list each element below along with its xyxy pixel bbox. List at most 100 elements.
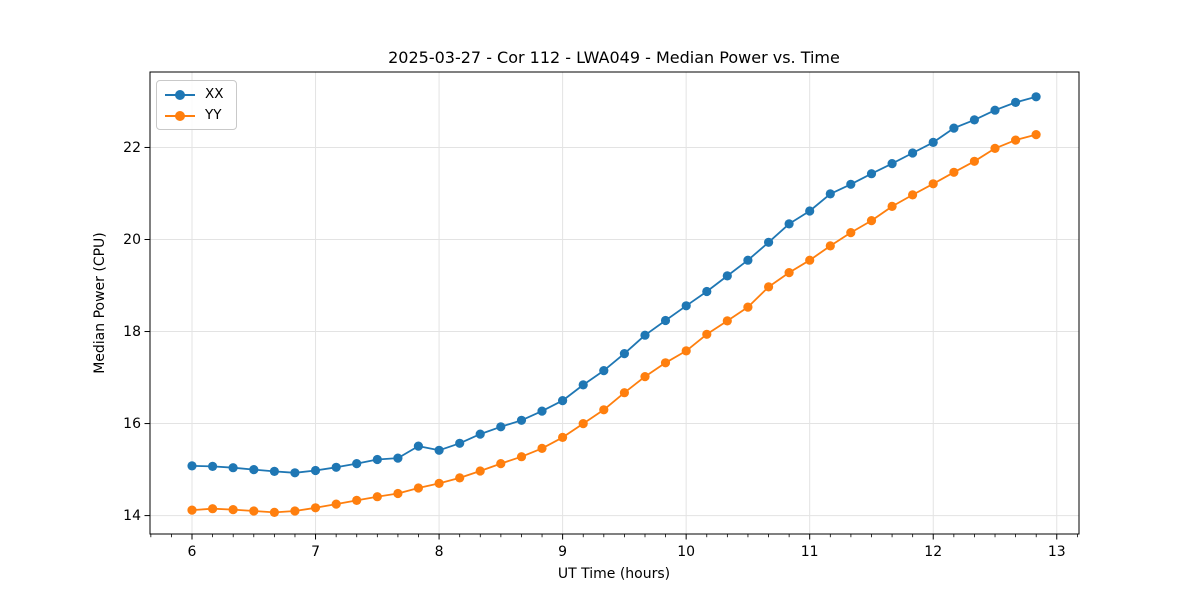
series-yy-marker	[928, 179, 938, 189]
series-xx-marker	[413, 441, 423, 451]
series-yy-marker	[455, 473, 465, 483]
legend-marker-yy	[165, 110, 195, 121]
series-yy-marker	[990, 143, 1000, 153]
series-yy-marker	[619, 388, 630, 398]
series-xx-marker	[578, 380, 588, 390]
series-xx-marker	[516, 415, 527, 425]
series-xx-marker	[866, 169, 877, 179]
series-xx-marker	[743, 255, 753, 265]
series-xx-marker	[352, 459, 362, 469]
series-xx-marker	[269, 466, 279, 476]
series-xx-marker	[619, 349, 630, 359]
series-xx-marker	[558, 396, 568, 406]
legend-marker-xx	[165, 89, 195, 100]
tick-label-layer: 6 7 8 9 10 11 12 13 14 16 18 20 22	[123, 140, 1066, 560]
series-yy-marker	[496, 459, 506, 469]
series-yy-marker	[805, 255, 815, 265]
x-tick-label: 10	[677, 544, 695, 560]
series-yy-marker	[269, 507, 279, 517]
chart-title: 2025-03-27 - Cor 112 - LWA049 - Median P…	[388, 48, 840, 67]
x-tick-label: 11	[801, 544, 819, 560]
series-xx-marker	[702, 286, 712, 297]
series-xx-marker	[331, 462, 341, 472]
series-xx-marker	[537, 406, 547, 416]
series-yy-marker	[434, 478, 444, 488]
x-tick-label: 9	[558, 544, 567, 560]
series-yy-line	[191, 133, 1037, 514]
series-yy-marker	[825, 241, 835, 251]
legend-item-yy: YY	[165, 105, 224, 126]
series-xx-marker	[887, 159, 897, 169]
series-yy-marker	[228, 505, 238, 515]
series-yy-marker	[310, 503, 321, 513]
series-yy-marker	[290, 506, 300, 516]
x-tick-label: 7	[311, 544, 320, 560]
x-tick-label: 6	[188, 544, 197, 560]
series-yy-marker	[578, 419, 588, 429]
series-yy-marker	[866, 216, 877, 226]
series-yy-marker	[660, 358, 671, 368]
series-yy-marker	[784, 268, 794, 278]
series-yy-marker	[887, 201, 897, 211]
y-axis-label: Median Power (CPU)	[92, 232, 108, 374]
series-xx-marker	[187, 461, 197, 471]
series-yy-marker	[681, 346, 691, 356]
series-xx-marker	[393, 453, 403, 463]
series-xx-marker	[496, 422, 506, 432]
series-xx-marker	[455, 438, 465, 448]
series-xx-marker	[290, 468, 300, 478]
series-xx-marker	[969, 115, 980, 125]
series-yy-marker	[908, 190, 918, 200]
series-xx-marker	[599, 366, 609, 376]
legend-item-xx: XX	[165, 84, 224, 105]
series-xx-marker	[372, 454, 382, 465]
series-yy-marker	[187, 505, 197, 515]
x-tick-label: 13	[1048, 544, 1066, 560]
series-yy-marker	[413, 483, 423, 493]
series-xx-marker	[249, 465, 259, 475]
series-xx-marker	[640, 330, 650, 340]
grid-layer	[150, 72, 1079, 534]
series-yy-marker	[475, 466, 485, 476]
series-yy-marker	[537, 443, 547, 453]
series-yy-marker	[372, 492, 382, 502]
series-yy-marker	[1011, 135, 1021, 145]
series-yy-marker	[599, 405, 609, 415]
series-yy-marker	[969, 156, 980, 166]
series-yy-marker	[352, 495, 362, 505]
y-tick-label: 22	[123, 140, 141, 156]
series-yy-marker	[764, 282, 774, 292]
series-xx-marker	[1011, 97, 1021, 107]
legend-label-xx: XX	[205, 85, 224, 102]
series-xx-marker	[228, 463, 238, 473]
series-yy-marker	[393, 488, 403, 499]
series-yy-marker	[846, 228, 856, 238]
x-tick-label: 8	[435, 544, 444, 560]
series-layer	[187, 92, 1041, 517]
x-tick-label: 12	[924, 544, 942, 560]
y-tick-label: 14	[123, 508, 141, 524]
series-yy-marker	[722, 316, 732, 326]
series-xx-marker	[949, 123, 959, 133]
x-axis-label: UT Time (hours)	[558, 566, 670, 582]
series-xx-marker	[928, 137, 938, 147]
series-xx-marker	[805, 206, 815, 216]
series-xx-marker	[681, 301, 691, 311]
series-yy-marker	[1031, 130, 1041, 140]
series-xx-marker	[784, 219, 794, 229]
series-yy-marker	[949, 167, 959, 177]
series-yy-marker	[208, 504, 218, 514]
series-xx-marker	[208, 461, 218, 471]
series-xx-marker	[825, 189, 835, 199]
series-xx-marker	[990, 105, 1000, 115]
series-xx-marker	[846, 179, 856, 189]
series-xx-marker	[434, 445, 444, 455]
series-xx-marker	[1031, 92, 1041, 102]
legend-label-yy: YY	[205, 106, 222, 123]
series-yy-marker	[558, 432, 568, 442]
series-yy-marker	[249, 506, 259, 516]
series-xx-marker	[908, 148, 918, 158]
series-yy-marker	[743, 302, 753, 312]
series-yy-marker	[640, 372, 650, 382]
